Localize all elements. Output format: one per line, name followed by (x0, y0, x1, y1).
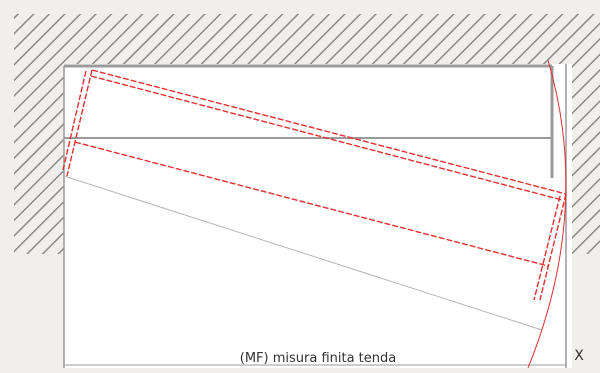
curtain-outline (62, 59, 567, 369)
guide-line (63, 175, 543, 331)
finished-size-label: (MF) misura finita tenda (240, 351, 397, 366)
window-opening (64, 64, 572, 368)
frame-lines (63, 64, 567, 368)
opening-arc (527, 59, 567, 369)
wall-hatch (14, 14, 600, 254)
x-marker-label: X (574, 348, 584, 364)
